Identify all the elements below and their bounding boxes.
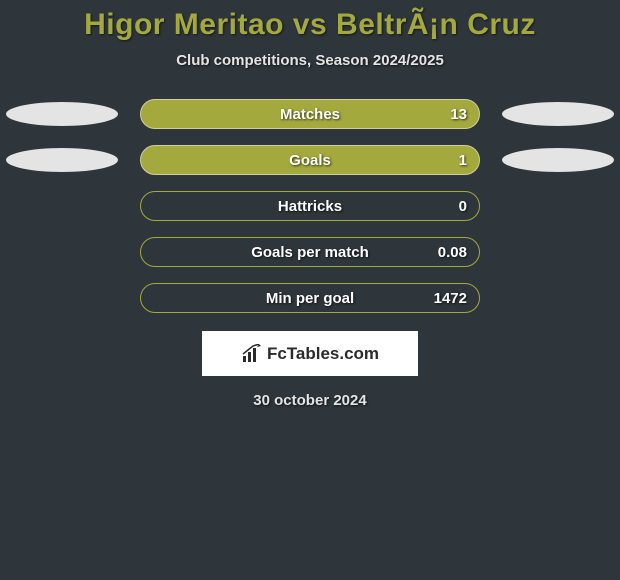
comparison-card: Higor Meritao vs BeltrÃ¡n Cruz Club comp… <box>0 0 620 409</box>
stat-row-goals: Goals 1 <box>0 145 620 175</box>
stat-bar: Matches 13 <box>140 99 480 129</box>
stat-row-min-per-goal: Min per goal 1472 <box>0 283 620 313</box>
stat-value: 0.08 <box>438 244 467 261</box>
date-label: 30 october 2024 <box>253 392 366 409</box>
player-right-marker <box>502 102 614 126</box>
stat-value: 1 <box>459 152 467 169</box>
page-title: Higor Meritao vs BeltrÃ¡n Cruz <box>84 8 536 42</box>
player-left-marker <box>6 102 118 126</box>
stat-label: Min per goal <box>141 290 479 307</box>
stat-value: 0 <box>459 198 467 215</box>
stat-label: Goals per match <box>141 244 479 261</box>
stat-label: Goals <box>141 152 479 169</box>
stat-bar: Goals per match 0.08 <box>140 237 480 267</box>
logo-box: FcTables.com <box>202 331 418 376</box>
stat-row-matches: Matches 13 <box>0 99 620 129</box>
stat-label: Hattricks <box>141 198 479 215</box>
stat-bar: Min per goal 1472 <box>140 283 480 313</box>
stat-row-hattricks: Hattricks 0 <box>0 191 620 221</box>
player-left-marker <box>6 148 118 172</box>
subtitle: Club competitions, Season 2024/2025 <box>176 52 444 69</box>
stat-row-goals-per-match: Goals per match 0.08 <box>0 237 620 267</box>
stat-bar: Hattricks 0 <box>140 191 480 221</box>
logo-text: FcTables.com <box>267 344 379 364</box>
stats-area: Matches 13 Goals 1 Hattricks 0 Goals per… <box>0 99 620 313</box>
stat-value: 1472 <box>434 290 467 307</box>
stat-bar: Goals 1 <box>140 145 480 175</box>
player-right-marker <box>502 148 614 172</box>
chart-icon <box>241 344 263 364</box>
stat-value: 13 <box>450 106 467 123</box>
stat-label: Matches <box>141 106 479 123</box>
